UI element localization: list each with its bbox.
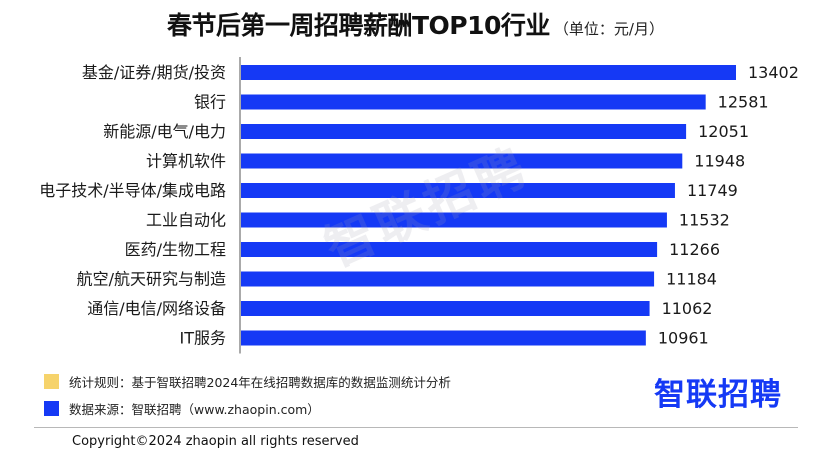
category-label-9: IT服务 [180,329,227,348]
footer-divider [34,427,798,428]
category-label-7: 航空/航天研究与制造 [77,270,226,289]
value-label-1: 12581 [718,93,769,112]
chart-unit: （单位：元/月） [553,20,664,38]
category-label-5: 工业自动化 [146,211,226,230]
bar-chart: 基金/证券/期货/投资 13402 银行 12581 新能源/电气/电力 12051 计算机… [39,57,799,354]
copyright-text: Copyright©2024 zhaopin all rights reserv… [72,434,359,449]
value-label-3: 11948 [694,152,745,171]
bar-9 [241,330,646,346]
category-label-2: 新能源/电气/电力 [103,122,226,141]
bar-1 [241,94,706,110]
bar-7 [241,271,655,287]
value-label-4: 11749 [687,181,738,200]
category-label-1: 银行 [194,93,226,112]
category-label-8: 通信/电信/网络设备 [87,299,226,318]
value-label-2: 12051 [698,122,749,141]
brand-logo: 智联招聘 [654,377,782,413]
category-label-0: 基金/证券/期货/投资 [82,63,226,82]
legend-item-rule: 统计规则：基于智联招聘2024年在线招聘数据库的数据监测统计分析 [44,372,451,391]
chart-title-block: 春节后第一周招聘薪酬TOP10行业 （单位：元/月） [0,6,831,42]
bar-3 [241,153,683,169]
bar-8 [241,301,650,316]
bar-6 [241,242,658,257]
value-label-7: 11184 [666,270,717,289]
category-label-6: 医药/生物工程 [125,240,226,259]
legend-swatch-yellow [44,374,59,389]
category-label-3: 计算机软件 [146,152,226,171]
bar-4 [241,183,675,198]
chart-title: 春节后第一周招聘薪酬TOP10行业 [167,11,550,40]
value-label-8: 11062 [662,299,713,318]
legend-swatch-blue [44,401,59,416]
value-label-5: 11532 [679,211,730,230]
value-label-9: 10961 [658,329,709,348]
value-label-6: 11266 [669,240,720,259]
legend-source-text: 数据来源：智联招聘（www.zhaopin.com） [69,402,320,417]
category-label-4: 电子技术/半导体/集成电路 [39,181,226,200]
bar-5 [241,212,667,228]
bar-0 [241,65,736,80]
legend-item-source: 数据来源：智联招聘（www.zhaopin.com） [44,399,320,418]
legend-rule-text: 统计规则：基于智联招聘2024年在线招聘数据库的数据监测统计分析 [69,375,451,390]
bar-2 [241,124,687,139]
value-label-0: 13402 [748,63,799,82]
